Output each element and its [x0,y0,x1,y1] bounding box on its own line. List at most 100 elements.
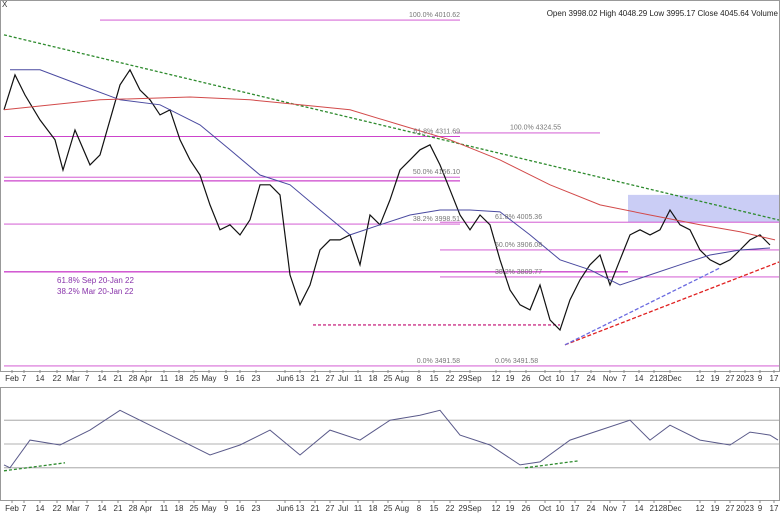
x-tick-label: 19 [711,374,720,383]
x-tick-label: 23 [252,504,261,513]
series-line [3,96,776,241]
x-tick-label: 17 [770,374,779,383]
x-tick-label: 12 [492,374,501,383]
x-tick-label: 25 [384,374,393,383]
x-tick-label: 16 [236,374,245,383]
trendline [3,34,780,221]
x-tick-label: Mar [66,504,80,513]
x-tick-label: 26 [522,374,531,383]
series-line [10,69,771,286]
x-tick-label: 22 [53,374,62,383]
x-tick-label: 19 [711,504,720,513]
x-tick-label: May [201,374,216,383]
x-tick-label: 28 [129,504,138,513]
fib-label: 100.0% 4324.55 [510,125,561,132]
x-tick-label: 21 [114,504,123,513]
x-tick-label: 27 [326,374,335,383]
x-tick-label: 22 [53,504,62,513]
x-tick-label: 13 [296,374,305,383]
x-tick-label: 18 [175,504,184,513]
x-tick-label: 8 [417,374,422,383]
x-tick-label: Feb [5,374,19,383]
x-tick-label: 22 [446,374,455,383]
x-tick-label: 11 [160,374,169,383]
x-tick-label: 25 [190,504,199,513]
x-tick-label: 19 [506,504,515,513]
x-tick-label: 22 [446,504,455,513]
x-tick-label: 10 [556,374,565,383]
fib-label: 0.0% 3491.58 [495,358,538,365]
x-tick-label: 23 [252,374,261,383]
resistance-zone [628,194,779,223]
x-tick-label: 14 [36,374,45,383]
series-line [3,409,779,469]
x-tick-label: 27 [726,374,735,383]
x-tick-label: Feb [5,504,19,513]
fib-label: 50.0% 3906.08 [495,242,542,249]
x-tick-label: 26 [522,504,531,513]
x-tick-label: 29Sep [458,504,482,513]
x-tick-label: 11 [354,504,363,513]
x-tick-label: 21 [311,374,320,383]
quote: Open 3998.02 High 4048.29 Low 3995.17 Cl… [547,9,779,18]
x-tick-label: 18 [175,374,184,383]
x-tick-label: 17 [571,374,580,383]
x-tick-label: 14 [98,374,107,383]
x-tick-label: Oct [539,504,552,513]
x-tick-label: Jun6 [276,374,294,383]
fib-label: 61.8% 4005.36 [495,214,542,221]
x-tick-label: 8 [417,504,422,513]
x-tick-label: 28Dec [658,504,681,513]
x-tick-label: 14 [98,504,107,513]
x-tick-label: 12 [492,504,501,513]
x-tick-label: 2023 [736,374,754,383]
x-tick-label: Nov [603,374,617,383]
symbol: X [2,0,8,9]
x-tick-label: Nov [603,504,617,513]
series-line [3,68,771,332]
x-tick-label: 18 [369,504,378,513]
x-tick-label: 14 [36,504,45,513]
fib-label: 0.0% 3491.58 [417,358,460,365]
x-tick-label: Aug [395,504,409,513]
x-tick-label: 12 [696,504,705,513]
x-tick-label: 14 [635,374,644,383]
legend-note: 61.8% Sep 20-Jan 22 [57,276,134,285]
x-tick-label: 16 [236,504,245,513]
x-tick-label: 11 [354,374,363,383]
x-tick-label: 14 [635,504,644,513]
x-tick-label: 11 [160,504,169,513]
x-tick-label: 9 [224,374,229,383]
x-tick-label: 15 [430,504,439,513]
x-tick-label: 7 [85,374,90,383]
x-tick-label: 21 [650,504,659,513]
x-tick-label: 17 [770,504,779,513]
x-tick-label: 10 [556,504,565,513]
fib-label: 38.2% 3809.77 [495,269,542,276]
x-tick-label: 18 [369,374,378,383]
price-panel [0,0,780,372]
trendline [524,460,579,469]
x-tick-label: 19 [506,374,515,383]
x-tick-label: 7 [22,504,27,513]
fib-label: 50.0% 4166.10 [413,169,460,176]
x-tick-label: 28Dec [658,374,681,383]
x-tick-label: Aug [395,374,409,383]
x-tick-label: 7 [622,374,627,383]
x-tick-label: 27 [326,504,335,513]
x-tick-label: 25 [384,504,393,513]
x-tick-label: Apr [140,504,153,513]
x-tick-label: 2023 [736,504,754,513]
trendline [564,267,721,346]
x-tick-label: Jul [338,504,348,513]
x-tick-label: 7 [22,374,27,383]
x-tick-label: 15 [430,374,439,383]
x-tick-label: 25 [190,374,199,383]
legend-note: 38.2% Mar 20-Jan 22 [57,287,134,296]
x-tick-label: May [201,504,216,513]
x-tick-label: 9 [758,374,763,383]
fib-label: 100.0% 4010.62 [409,12,460,19]
x-tick-label: 24 [587,504,596,513]
